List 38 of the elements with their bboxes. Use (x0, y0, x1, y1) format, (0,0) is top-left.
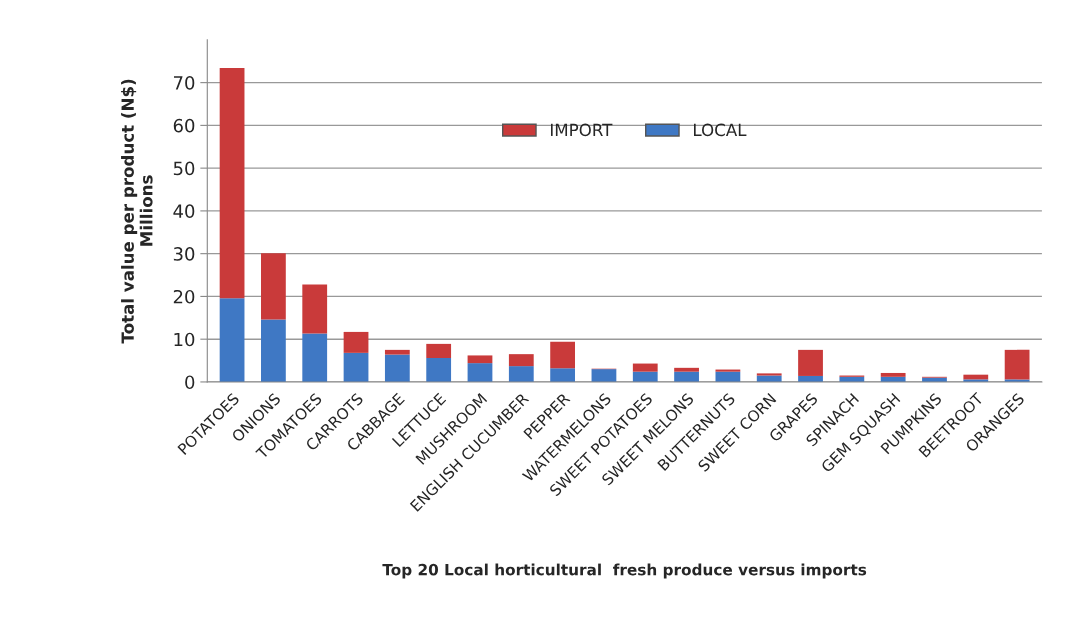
bar (219, 298, 245, 382)
bar (467, 363, 493, 382)
bar (1004, 349, 1030, 380)
y-tick-label: 70 (173, 76, 195, 90)
bar (219, 68, 245, 299)
bar (550, 368, 576, 382)
bar (508, 354, 534, 367)
bar (715, 369, 741, 372)
y-tick-label: 30 (173, 247, 195, 261)
bar (467, 355, 493, 364)
y-tick-label: 60 (173, 118, 195, 133)
y-axis-title: Total value per product (N$) Millions (121, 79, 153, 344)
bar (880, 372, 906, 377)
bar (384, 349, 410, 355)
bar (674, 367, 699, 372)
x-axis-title: Top 20 Local horticultural fresh produce versus imports (382, 563, 867, 579)
bar (261, 253, 286, 320)
y-tick-label: 40 (173, 204, 195, 219)
bar (426, 343, 452, 358)
legend-label: LOCAL (694, 123, 747, 137)
y-tick-label: 10 (174, 332, 195, 347)
bar (591, 369, 617, 382)
bar (343, 352, 369, 382)
bar (302, 284, 328, 334)
bar (798, 349, 823, 376)
y-tick-label: 20 (173, 289, 195, 304)
bar (384, 354, 410, 382)
bar (302, 333, 328, 382)
y-tick-label: 50 (173, 161, 195, 176)
bar (343, 331, 369, 353)
bar (261, 319, 286, 382)
y-tick-label: 0 (185, 375, 195, 390)
bar (508, 366, 534, 382)
bar (632, 363, 658, 372)
bar (756, 373, 782, 376)
bar (550, 341, 576, 369)
legend-label: IMPORT (550, 123, 613, 137)
bar (426, 358, 452, 382)
